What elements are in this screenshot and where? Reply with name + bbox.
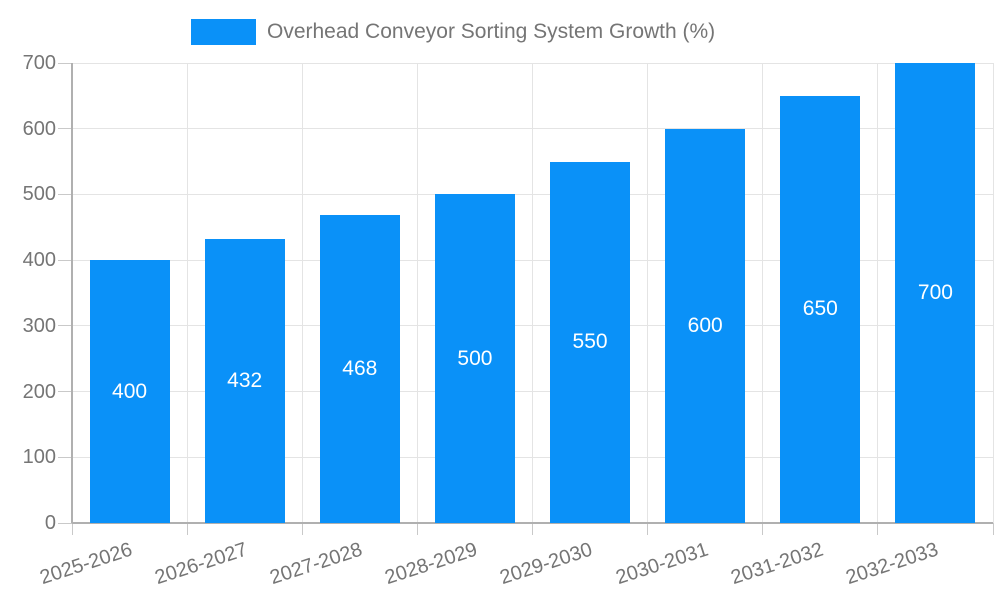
y-axis-tick-label: 700	[22, 52, 56, 74]
y-axis-tick	[58, 128, 72, 130]
x-axis-tick	[416, 523, 418, 535]
x-axis-category-label: 2032-2033	[843, 538, 941, 590]
y-axis-tick-label: 200	[22, 380, 56, 403]
y-axis-tick	[58, 62, 72, 64]
x-axis-tick	[992, 523, 994, 535]
gridline-vertical	[762, 63, 764, 523]
y-axis-tick	[58, 259, 72, 261]
gridline-vertical	[416, 63, 418, 523]
gridline-vertical	[301, 63, 303, 523]
legend-label: Overhead Conveyor Sorting System Growth …	[267, 20, 716, 43]
x-axis-category-label: 2031-2032	[727, 538, 826, 590]
y-axis-tick	[58, 522, 72, 524]
bar: 600	[665, 128, 746, 523]
y-axis-tick	[58, 325, 72, 327]
legend: Overhead Conveyor Sorting System Growth …	[191, 17, 715, 47]
y-axis-tick-label: 300	[22, 314, 56, 337]
y-axis-tick	[58, 456, 72, 458]
bar-value-label: 468	[342, 357, 378, 381]
x-axis-category-label: 2025-2026	[37, 538, 135, 590]
y-axis-line	[71, 63, 73, 523]
x-axis-category-label: 2030-2031	[612, 538, 711, 590]
x-axis-category-label: 2027-2028	[267, 538, 366, 590]
x-axis-category-label: 2026-2027	[152, 538, 251, 590]
bar-value-label: 432	[227, 369, 263, 393]
y-axis-tick	[58, 391, 72, 393]
y-axis-tick-label: 500	[22, 183, 56, 206]
x-axis-tick	[647, 523, 649, 535]
bar-value-label: 650	[802, 297, 838, 321]
x-axis-tick	[301, 523, 303, 535]
gridline-vertical	[992, 63, 994, 523]
y-axis-tick-label: 0	[44, 512, 56, 534]
x-axis-tick	[186, 523, 188, 535]
x-axis-line	[72, 522, 993, 524]
y-axis-tick-label: 600	[22, 117, 56, 140]
gridline-vertical	[877, 63, 879, 523]
y-axis-tick-label: 100	[22, 446, 56, 469]
bar-value-label: 550	[572, 330, 608, 354]
y-axis-tick-label: 400	[22, 249, 56, 272]
gridline-vertical	[532, 63, 533, 523]
y-axis-tick	[58, 193, 72, 195]
bar-value-label: 500	[457, 346, 493, 370]
x-axis-category-label: 2028-2029	[382, 538, 481, 590]
gridline-vertical	[647, 63, 649, 523]
bar: 500	[434, 194, 515, 523]
bar: 700	[895, 63, 976, 523]
bar: 468	[319, 215, 400, 523]
bar: 650	[780, 95, 861, 523]
bar: 550	[550, 161, 631, 523]
x-axis-tick	[877, 523, 879, 535]
legend-swatch	[191, 19, 256, 45]
bar: 432	[204, 239, 285, 523]
bar: 400	[89, 260, 170, 523]
bar-value-label: 700	[917, 281, 953, 304]
bar-value-label: 400	[112, 379, 148, 403]
x-axis-tick	[71, 523, 73, 535]
x-axis-category-label: 2029-2030	[497, 538, 596, 590]
bar-value-label: 600	[687, 313, 723, 337]
x-axis-tick	[532, 523, 533, 535]
x-axis-tick	[762, 523, 764, 535]
gridline-vertical	[186, 63, 188, 523]
